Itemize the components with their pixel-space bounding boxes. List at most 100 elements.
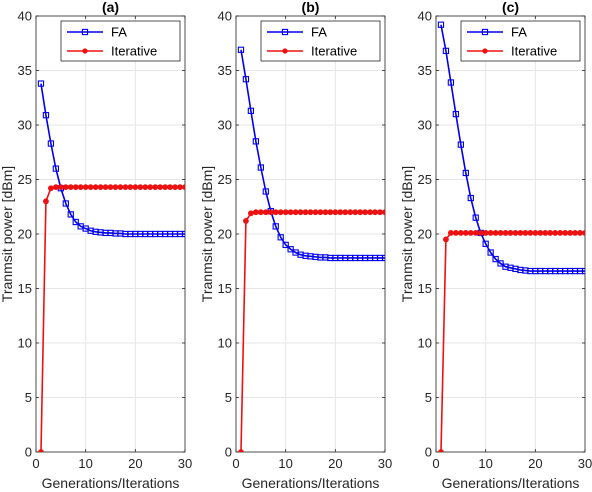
iterative-point bbox=[512, 230, 519, 236]
legend-marker-circle bbox=[82, 48, 88, 54]
x-axis-label: Generations/Iterations bbox=[42, 475, 180, 491]
series-line-iterative bbox=[40, 186, 185, 452]
iterative-point bbox=[507, 230, 514, 236]
fa-point bbox=[72, 218, 79, 226]
iterative-point bbox=[472, 230, 479, 236]
plot-area bbox=[237, 46, 385, 452]
legend-marker-circle bbox=[282, 48, 288, 54]
iterative-point bbox=[337, 209, 344, 216]
y-tick-label: 40 bbox=[218, 9, 232, 24]
iterative-point bbox=[112, 184, 119, 191]
iterative-point bbox=[342, 209, 349, 216]
chart-panel-3: 0 5 10 15 20 25 30 35 40 0 10 20 30 (c) Generations/It… bbox=[399, 0, 592, 491]
iterative-point bbox=[127, 184, 134, 191]
iterative-point bbox=[327, 209, 334, 216]
iterative-point bbox=[362, 209, 369, 216]
iterative-point bbox=[367, 209, 373, 216]
y-tick-label: 40 bbox=[18, 9, 32, 24]
fa-point bbox=[42, 112, 50, 119]
iterative-point bbox=[477, 230, 484, 236]
y-tick-label: 5 bbox=[25, 390, 32, 405]
iterative-point bbox=[117, 184, 124, 191]
iterative-point bbox=[382, 209, 385, 216]
y-tick-label: 30 bbox=[418, 118, 432, 133]
fa-point bbox=[472, 214, 479, 221]
fa-point bbox=[447, 79, 455, 86]
x-tick-label: 10 bbox=[78, 456, 92, 471]
iterative-point bbox=[272, 209, 279, 216]
iterative-point bbox=[357, 209, 364, 216]
iterative-point bbox=[317, 209, 324, 216]
y-tick-label: 15 bbox=[218, 281, 232, 296]
y-axis-label: Tranmsit power [dBm] bbox=[199, 166, 215, 302]
fa-point bbox=[62, 200, 69, 207]
iterative-point bbox=[52, 184, 59, 191]
iterative-point bbox=[72, 184, 79, 191]
legend-box bbox=[60, 20, 181, 62]
iterative-point bbox=[302, 209, 309, 216]
legend: FA Iterative bbox=[260, 20, 381, 62]
iterative-point bbox=[552, 230, 559, 236]
iterative-point bbox=[262, 209, 269, 216]
fa-point bbox=[467, 194, 474, 202]
fa-point bbox=[442, 47, 450, 55]
fa-point bbox=[247, 107, 255, 114]
iterative-point bbox=[352, 209, 359, 216]
iterative-point bbox=[277, 209, 284, 216]
fa-point bbox=[237, 46, 245, 53]
iterative-point bbox=[92, 184, 99, 191]
y-tick-label: 10 bbox=[218, 336, 232, 351]
series-line-fa bbox=[40, 83, 185, 235]
fa-point bbox=[497, 260, 504, 267]
iterative-point bbox=[497, 230, 504, 236]
fa-point bbox=[457, 141, 464, 148]
y-tick-label: 20 bbox=[18, 227, 32, 242]
iterative-point bbox=[77, 184, 84, 191]
y-tick-label: 5 bbox=[225, 390, 232, 405]
iterative-point bbox=[267, 209, 274, 216]
y-tick-label: 15 bbox=[18, 281, 32, 296]
iterative-point bbox=[122, 184, 129, 191]
y-tick-label: 0 bbox=[225, 445, 232, 460]
fa-point bbox=[452, 110, 460, 118]
plot-area bbox=[437, 21, 585, 452]
y-tick-label: 20 bbox=[218, 227, 232, 242]
iterative-point bbox=[243, 218, 249, 224]
iterative-point bbox=[157, 184, 164, 191]
series-line-fa bbox=[240, 49, 385, 259]
y-tick-label: 10 bbox=[418, 336, 432, 351]
iterative-point bbox=[547, 230, 554, 236]
legend-marker-square bbox=[81, 28, 89, 36]
iterative-point bbox=[147, 184, 154, 191]
iterative-point bbox=[537, 230, 544, 236]
legend-box bbox=[260, 20, 381, 62]
fa-point bbox=[252, 138, 260, 145]
iterative-point bbox=[502, 230, 509, 236]
iterative-point bbox=[532, 230, 539, 236]
y-tick-label: 40 bbox=[418, 9, 432, 24]
chart-title: (a) bbox=[102, 0, 119, 15]
iterative-point bbox=[177, 184, 183, 191]
y-tick-label: 30 bbox=[18, 118, 32, 133]
iterative-point bbox=[443, 236, 449, 243]
iterative-point bbox=[542, 230, 549, 236]
series-line-iterative bbox=[240, 211, 385, 452]
iterative-point bbox=[297, 209, 304, 216]
iterative-point bbox=[582, 230, 585, 236]
iterative-point bbox=[43, 198, 49, 205]
y-tick-label: 15 bbox=[418, 281, 432, 296]
fa-point bbox=[462, 169, 469, 177]
iterative-point bbox=[87, 184, 94, 191]
iterative-point bbox=[172, 184, 178, 191]
fa-point bbox=[487, 249, 494, 256]
iterative-point bbox=[467, 230, 474, 236]
iterative-point bbox=[292, 209, 299, 216]
iterative-point bbox=[577, 230, 583, 236]
y-tick-label: 10 bbox=[18, 336, 32, 351]
legend-marker-square bbox=[281, 28, 289, 36]
fa-point bbox=[242, 76, 250, 83]
iterative-point bbox=[238, 449, 244, 452]
fa-point bbox=[257, 164, 264, 171]
iterative-point bbox=[182, 184, 185, 191]
